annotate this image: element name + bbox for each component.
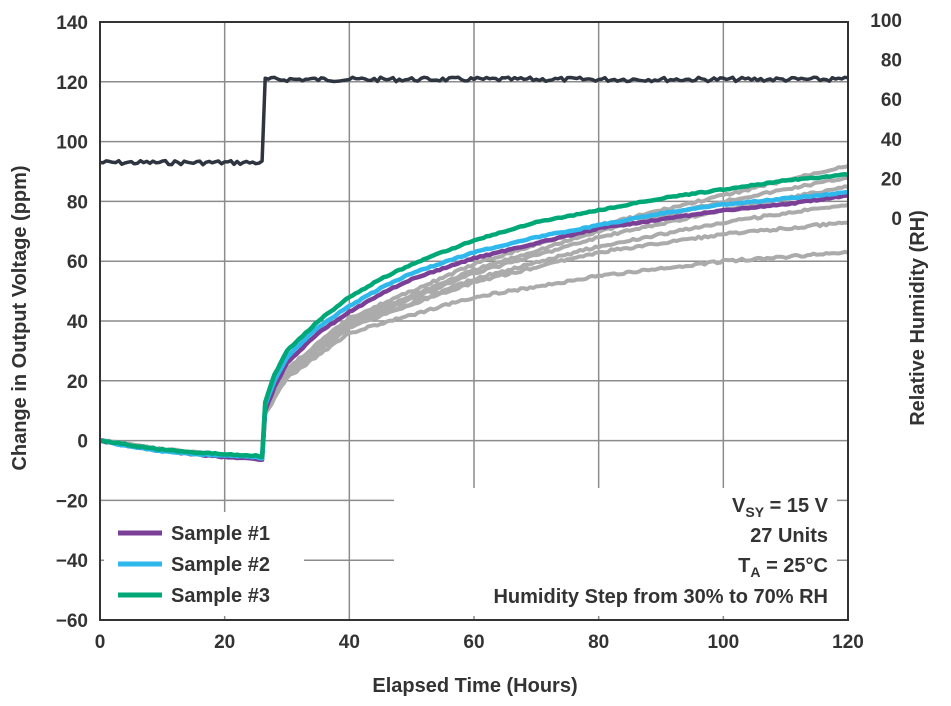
y-tick-label: −20 (56, 491, 88, 512)
x-tick-label: 120 (832, 632, 864, 653)
x-tick-label: 60 (463, 632, 484, 653)
conditions-box: VSY = 15 V 27 Units TA = 25°C Humidity S… (394, 488, 837, 616)
x-axis-label: Elapsed Time (Hours) (372, 675, 577, 697)
legend-label-3: Sample #3 (171, 585, 270, 607)
y2-tick-label: 20 (881, 169, 902, 190)
y2-tick-label: 0 (891, 209, 902, 230)
y-tick-labels: 140 120 100 80 60 40 20 0 −20 −40 −60 (56, 13, 88, 632)
x-tick-label: 20 (214, 632, 235, 653)
units-note: 27 Units (750, 525, 828, 547)
x-tick-label: 0 (95, 632, 106, 653)
humidity-step-note: Humidity Step from 30% to 70% RH (493, 586, 828, 608)
sample-line-3 (99, 171, 849, 460)
y-tick-label: 120 (56, 73, 88, 94)
y-tick-label: 140 (56, 13, 88, 34)
supply-voltage-note: VSY = 15 V (732, 495, 829, 520)
plot-frame (99, 21, 849, 621)
x-tick-label: 80 (588, 632, 609, 653)
y2-tick-label: 100 (870, 11, 902, 32)
y-tick-label: 80 (67, 192, 88, 213)
humidity-line (99, 75, 849, 167)
y2-tick-label: 80 (881, 51, 902, 72)
y-tick-label: −60 (56, 611, 88, 632)
y-tick-label: −40 (56, 551, 88, 572)
y2-tick-label: 60 (881, 90, 902, 111)
y-tick-label: 20 (67, 372, 88, 393)
y-tick-label: 40 (67, 312, 88, 333)
y-tick-label: 60 (67, 252, 88, 273)
y-axis-label: Change in Output Voltage (ppm) (9, 165, 31, 470)
y-tick-label: 100 (56, 133, 88, 154)
x-tick-label: 40 (339, 632, 360, 653)
y2-axis-label: Relative Humidity (RH) (907, 210, 929, 426)
conditions-background (394, 488, 837, 616)
y2-tick-label: 40 (881, 130, 902, 151)
legend-label-1: Sample #1 (171, 523, 270, 545)
humidity-series (99, 75, 849, 167)
y2-tick-labels: 100 80 60 40 20 0 (870, 11, 902, 230)
legend: Sample #1 Sample #2 Sample #3 (104, 512, 304, 616)
y-tick-label: 0 (77, 432, 88, 453)
sample-series (99, 171, 849, 462)
legend-label-2: Sample #2 (171, 554, 270, 576)
x-tick-labels: 0 20 40 60 80 100 120 (95, 632, 864, 653)
x-tick-label: 100 (707, 632, 739, 653)
temperature-note: TA = 25°C (738, 555, 828, 580)
